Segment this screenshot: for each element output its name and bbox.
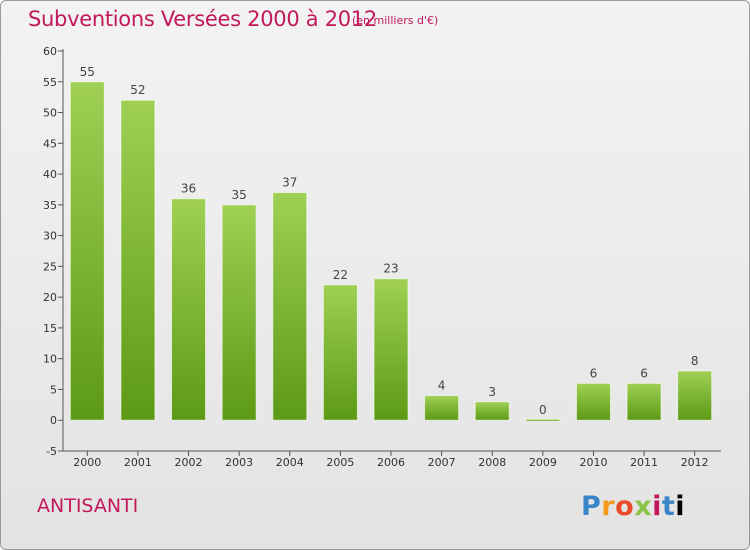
bar-value-label: 6 (590, 366, 598, 380)
y-tick-label: 0 (50, 414, 57, 427)
x-tick-label: 2001 (124, 456, 152, 469)
y-tick-label: 20 (43, 291, 57, 304)
bar-value-label: 6 (640, 366, 648, 380)
bar-2007 (424, 395, 460, 421)
y-tick-label: 15 (43, 322, 57, 335)
bar-2010 (575, 382, 611, 421)
y-tick-label: 40 (43, 168, 57, 181)
y-tick-label: 45 (43, 137, 57, 150)
x-tick-label: 2008 (478, 456, 506, 469)
bar-2001 (120, 99, 156, 421)
x-tick-label: 2006 (377, 456, 405, 469)
bar-value-label: 35 (232, 188, 247, 202)
proxiti-logo: Proxiti (581, 491, 686, 522)
bar-2006 (373, 278, 409, 421)
bar-2012 (677, 370, 713, 421)
chart-title: Subventions Versées 2000 à 2012 (28, 7, 377, 31)
bar-value-label: 36 (181, 182, 196, 196)
y-tick-label: -5 (46, 445, 57, 458)
x-tick-label: 2010 (579, 456, 607, 469)
x-tick-label: 2007 (428, 456, 456, 469)
x-tick-label: 2000 (73, 456, 101, 469)
x-tick-label: 2004 (276, 456, 304, 469)
y-tick-label: 50 (43, 107, 57, 120)
bar-2008 (474, 401, 510, 421)
x-tick-label: 2012 (681, 456, 709, 469)
bar-2000 (69, 81, 105, 421)
bar-2003 (221, 204, 257, 421)
y-tick-label: 10 (43, 353, 57, 366)
x-tick-label: 2005 (326, 456, 354, 469)
y-tick-label: 30 (43, 230, 57, 243)
bar-2011 (626, 382, 662, 421)
bar-value-label: 52 (130, 83, 145, 97)
bar-value-label: 8 (691, 354, 699, 368)
bar-2009 (525, 418, 561, 422)
chart-subtitle: (en milliers d'€) (352, 14, 439, 27)
bar-value-label: 55 (80, 65, 95, 79)
bar-value-label: 22 (333, 268, 348, 282)
x-tick-label: 2009 (529, 456, 557, 469)
bar-value-label: 4 (438, 379, 446, 393)
y-tick-label: 35 (43, 199, 57, 212)
bar-2005 (322, 284, 358, 421)
x-tick-label: 2003 (225, 456, 253, 469)
y-tick-label: 25 (43, 260, 57, 273)
bar-value-label: 23 (383, 262, 398, 276)
y-tick-label: 55 (43, 76, 57, 89)
x-tick-label: 2011 (630, 456, 658, 469)
bar-value-label: 3 (488, 385, 496, 399)
bar-value-label: 37 (282, 176, 297, 190)
bar-2004 (272, 192, 308, 421)
y-tick-label: 60 (43, 45, 57, 58)
bar-2002 (171, 198, 207, 421)
commune-name: ANTISANTI (37, 495, 139, 517)
x-tick-label: 2002 (175, 456, 203, 469)
y-tick-label: 5 (50, 383, 57, 396)
bar-value-label: 0 (539, 403, 547, 417)
